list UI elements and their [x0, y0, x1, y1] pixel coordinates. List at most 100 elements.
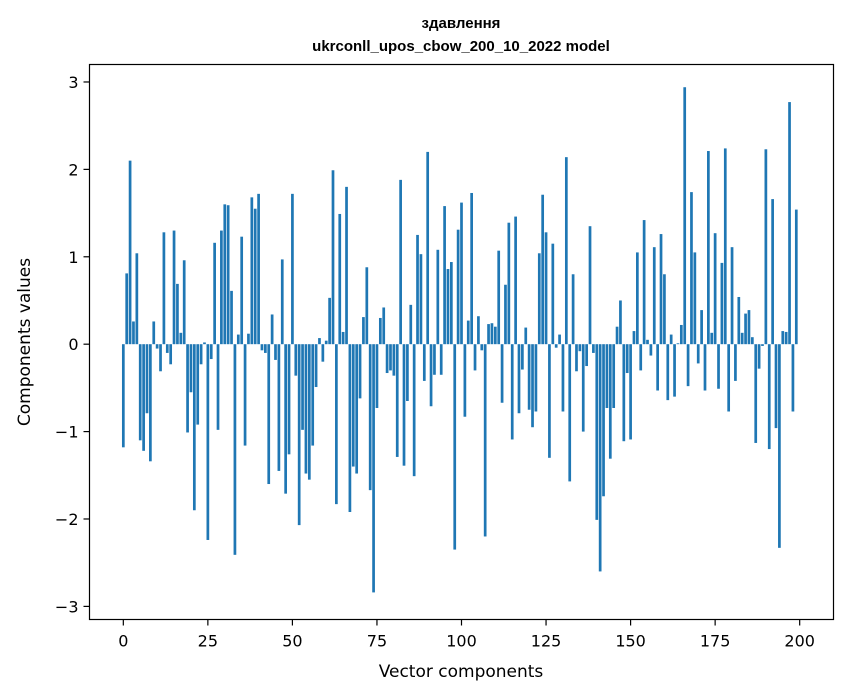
bar: [142, 344, 145, 451]
bar: [615, 326, 619, 345]
bar: [409, 304, 413, 345]
bar: [189, 344, 193, 393]
bar: [761, 344, 764, 346]
bar: [331, 170, 335, 345]
bar: [717, 344, 720, 389]
bar: [149, 344, 152, 462]
bar: [639, 344, 643, 371]
bar: [578, 344, 582, 352]
bar: [690, 192, 693, 345]
bar: [788, 102, 791, 345]
bar: [723, 148, 727, 345]
bar: [412, 344, 416, 477]
bar: [314, 344, 318, 388]
bar: [213, 242, 216, 345]
bar: [132, 321, 135, 345]
bar: [186, 344, 189, 433]
bar: [270, 314, 274, 345]
bar: [165, 344, 169, 353]
bar: [466, 320, 470, 345]
bar: [274, 344, 277, 360]
bar: [470, 192, 473, 345]
bar: [781, 331, 785, 345]
bar: [172, 230, 176, 345]
bar: [703, 344, 707, 391]
bar: [727, 344, 731, 412]
bar: [619, 300, 622, 345]
bar: [362, 317, 365, 345]
x-tick-label: 150: [615, 632, 646, 651]
bar: [757, 344, 761, 369]
bar: [348, 344, 352, 512]
bar: [311, 344, 315, 446]
bar: [477, 316, 480, 345]
bar: [794, 209, 798, 345]
bar: [700, 310, 703, 345]
bar: [487, 324, 490, 345]
bar: [764, 149, 768, 345]
x-tick-label: 200: [784, 632, 815, 651]
y-tick-label: −1: [55, 423, 79, 442]
y-axis-ticks: −3 −2 −1 0 1 2 3: [55, 73, 90, 616]
bar: [592, 344, 595, 353]
bar: [233, 344, 237, 555]
bar: [355, 344, 359, 474]
bar: [649, 344, 653, 356]
bar: [318, 338, 321, 345]
bar: [260, 344, 264, 351]
bar: [162, 232, 166, 345]
bar: [439, 344, 443, 375]
bar: [744, 313, 747, 345]
x-tick-label: 175: [700, 632, 731, 651]
bar: [707, 151, 710, 345]
bar: [236, 334, 240, 345]
bar: [446, 269, 450, 345]
x-tick-label: 100: [446, 632, 477, 651]
bar: [307, 344, 311, 480]
bar: [199, 344, 203, 365]
bar: [267, 344, 271, 485]
bar: [771, 199, 774, 345]
bar: [663, 274, 666, 345]
bar: [463, 344, 467, 417]
bar: [581, 344, 585, 432]
bar: [216, 344, 220, 430]
bar: [767, 344, 771, 450]
bar: [443, 206, 446, 345]
bar: [561, 344, 565, 412]
bar: [338, 213, 342, 345]
bar: [345, 186, 348, 345]
bar: [372, 344, 375, 593]
y-tick-label: −2: [55, 510, 79, 529]
bar: [558, 334, 561, 345]
x-tick-label: 125: [531, 632, 562, 651]
bar: [287, 344, 291, 455]
chart-subtitle: ukrconll_upos_cbow_200_10_2022 model: [312, 38, 610, 55]
bar: [656, 344, 659, 391]
bar: [504, 284, 507, 345]
bar: [629, 344, 632, 440]
bar: [625, 344, 629, 374]
bar: [652, 247, 656, 345]
bar: [778, 344, 781, 548]
bar: [784, 331, 788, 345]
bar: [399, 179, 402, 345]
bar: [666, 344, 670, 401]
bar: [125, 273, 129, 345]
bar: [406, 344, 409, 401]
bar: [138, 344, 142, 441]
bar: [730, 247, 734, 345]
bars: [121, 87, 798, 593]
bar: [321, 344, 325, 362]
bar: [551, 243, 555, 345]
bar: [460, 202, 463, 345]
x-tick-label: 25: [198, 632, 218, 651]
bar: [456, 229, 460, 345]
bar: [490, 323, 494, 345]
bar: [152, 321, 156, 345]
bar: [203, 342, 206, 345]
bar: [433, 344, 436, 375]
bar: [250, 197, 254, 345]
x-tick-label: 75: [367, 632, 387, 651]
bar: [507, 222, 511, 345]
